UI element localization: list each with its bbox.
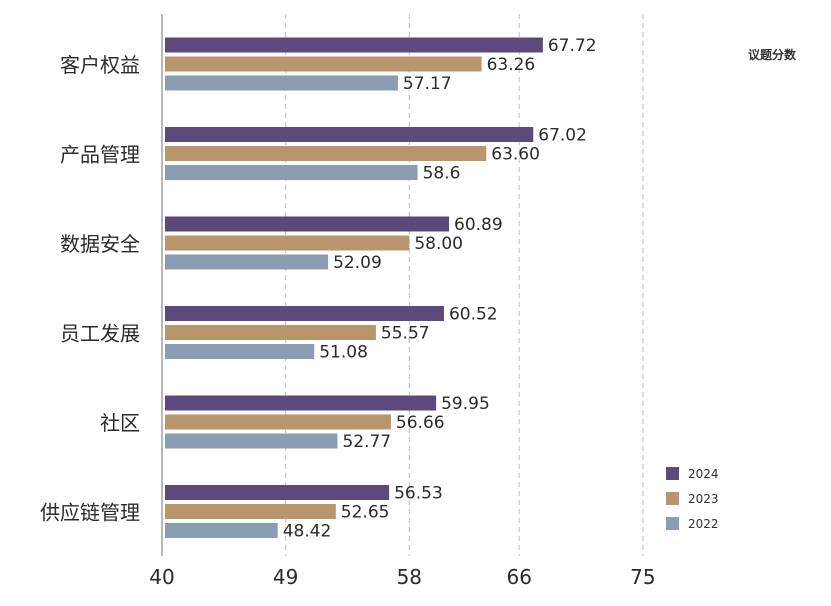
data-label: 63.26 [487, 55, 536, 75]
category-label: 供应链管理 [40, 501, 140, 525]
x-tick-label: 75 [630, 565, 655, 589]
category-label: 产品管理 [60, 143, 140, 167]
data-label: 56.66 [396, 413, 445, 433]
data-label: 52.77 [342, 432, 391, 452]
bar-2022 [165, 75, 398, 91]
data-label: 52.65 [341, 503, 390, 523]
data-label: 59.95 [441, 394, 490, 414]
gridlines [285, 14, 644, 556]
data-label: 67.72 [548, 36, 597, 56]
x-tick-label: 40 [149, 565, 174, 589]
category-label: 员工发展 [60, 322, 140, 346]
data-label: 58.00 [414, 234, 463, 254]
bar-2023 [165, 325, 376, 340]
data-label: 60.52 [449, 305, 498, 325]
bar-2024 [165, 216, 450, 232]
legend-label: 2024 [688, 467, 719, 481]
x-tick-labels: 40 49 58 66 75 [149, 565, 655, 589]
bars [165, 37, 543, 538]
data-label: 57.17 [403, 74, 452, 94]
bar-2024 [165, 485, 390, 500]
bar-2024 [165, 127, 534, 142]
legend: 2024 2023 2022 [666, 467, 719, 531]
data-label: 52.09 [333, 253, 382, 273]
bar-2022 [165, 433, 338, 449]
bar-2022 [165, 344, 315, 359]
bar-2022 [165, 523, 278, 538]
x-tick-label: 66 [507, 565, 532, 589]
x-tick-label: 49 [273, 565, 298, 589]
data-label: 48.42 [283, 522, 332, 542]
bar-2023 [165, 146, 487, 161]
legend-label: 2023 [688, 492, 719, 506]
bar-2024 [165, 395, 437, 411]
x-tick-label: 58 [397, 565, 422, 589]
bar-2024 [165, 37, 543, 53]
legend-swatch [666, 517, 679, 530]
bar-2024 [165, 306, 444, 321]
data-label: 60.89 [454, 215, 503, 235]
data-label: 51.08 [319, 343, 368, 363]
data-label: 58.6 [423, 164, 461, 184]
data-label: 56.53 [394, 484, 443, 504]
bar-2023 [165, 56, 482, 72]
data-label: 67.02 [538, 126, 587, 146]
bar-2023 [165, 414, 391, 430]
bar-2023 [165, 235, 410, 251]
category-label: 社区 [100, 411, 140, 435]
bar-2023 [165, 504, 336, 519]
legend-swatch [666, 467, 679, 480]
measure-label: 议题分数 [748, 47, 797, 62]
category-label: 客户权益 [60, 53, 140, 77]
bar-2022 [165, 254, 329, 270]
legend-swatch [666, 492, 679, 505]
category-label: 数据安全 [60, 232, 140, 256]
legend-label: 2022 [688, 517, 719, 531]
data-label: 63.60 [491, 145, 540, 165]
bar-2022 [165, 165, 418, 180]
data-label: 55.57 [381, 324, 430, 344]
